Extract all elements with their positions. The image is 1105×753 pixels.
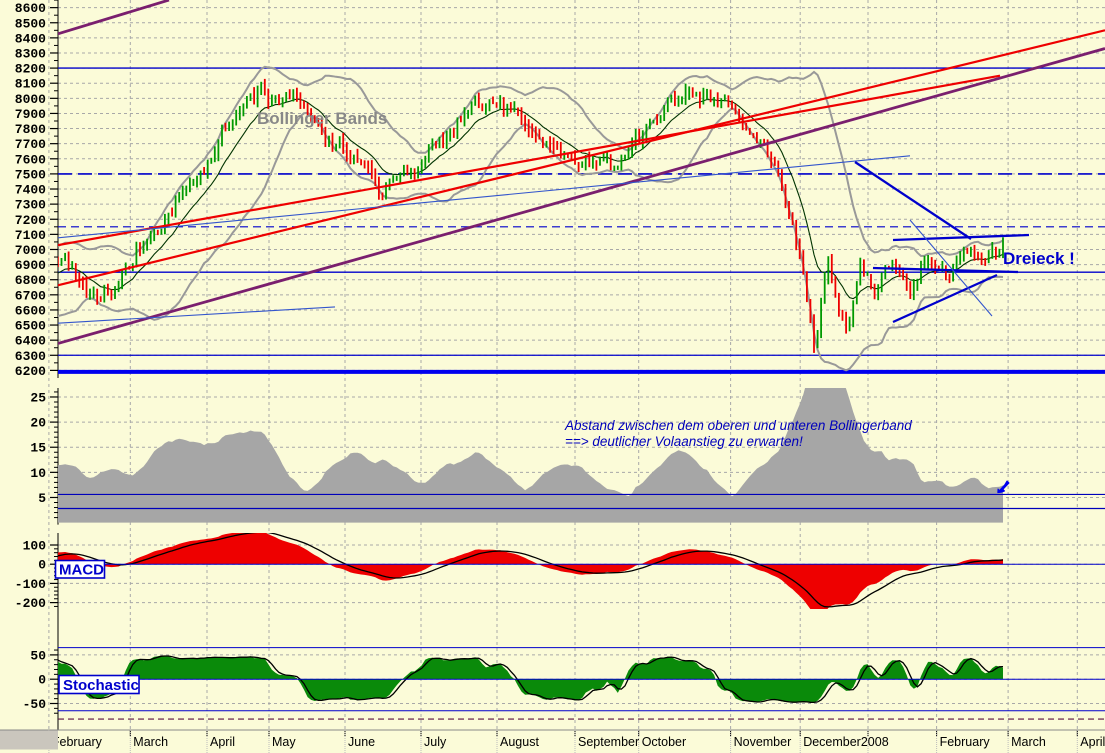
svg-text:15: 15	[30, 441, 46, 456]
svg-text:March: March	[133, 735, 168, 749]
svg-text:December2008: December2008	[803, 735, 889, 749]
svg-text:8200: 8200	[15, 62, 46, 77]
svg-text:6600: 6600	[15, 303, 46, 318]
svg-text:-200: -200	[15, 596, 46, 611]
svg-text:July: July	[424, 735, 447, 749]
svg-text:February: February	[940, 735, 991, 749]
svg-text:7500: 7500	[15, 167, 46, 182]
svg-text:7800: 7800	[15, 122, 46, 137]
svg-text:7400: 7400	[15, 183, 46, 198]
svg-text:6200: 6200	[15, 364, 46, 379]
svg-text:6500: 6500	[15, 319, 46, 334]
svg-text:6400: 6400	[15, 334, 46, 349]
svg-text:7000: 7000	[15, 243, 46, 258]
svg-text:-50: -50	[23, 697, 47, 712]
svg-text:0: 0	[38, 673, 46, 688]
svg-text:Bollinger Bands: Bollinger Bands	[257, 109, 387, 128]
svg-text:September: September	[578, 735, 639, 749]
svg-text:0: 0	[38, 558, 46, 573]
svg-text:-100: -100	[15, 577, 46, 592]
svg-text:7900: 7900	[15, 107, 46, 122]
svg-text:8500: 8500	[15, 16, 46, 31]
svg-text:8300: 8300	[15, 46, 46, 61]
svg-text:7600: 7600	[15, 152, 46, 167]
svg-text:6300: 6300	[15, 349, 46, 364]
svg-text:May: May	[272, 735, 296, 749]
svg-text:August: August	[500, 735, 539, 749]
svg-text:October: October	[642, 735, 686, 749]
svg-text:100: 100	[23, 539, 47, 554]
svg-text:MACD: MACD	[59, 562, 104, 579]
svg-text:25: 25	[30, 390, 46, 405]
svg-text:6700: 6700	[15, 288, 46, 303]
svg-text:8100: 8100	[15, 77, 46, 92]
svg-text:April: April	[1080, 735, 1105, 749]
svg-text:7700: 7700	[15, 137, 46, 152]
svg-text:20: 20	[30, 416, 46, 431]
svg-text:7100: 7100	[15, 228, 46, 243]
svg-text:November: November	[734, 735, 792, 749]
svg-text:6900: 6900	[15, 258, 46, 273]
svg-text:June: June	[348, 735, 375, 749]
svg-text:8600: 8600	[15, 1, 46, 16]
svg-text:February: February	[52, 735, 103, 749]
svg-text:7200: 7200	[15, 213, 46, 228]
svg-text:March: March	[1011, 735, 1046, 749]
svg-text:==> deutlicher Volaanstieg zu: ==> deutlicher Volaanstieg zu erwarten!	[565, 434, 803, 449]
svg-text:8000: 8000	[15, 92, 46, 107]
svg-text:5: 5	[38, 491, 46, 506]
svg-text:6800: 6800	[15, 273, 46, 288]
svg-text:50: 50	[30, 648, 46, 663]
svg-text:Dreieck !: Dreieck !	[1003, 249, 1075, 268]
svg-text:Stochastic: Stochastic	[63, 677, 139, 694]
svg-text:7300: 7300	[15, 198, 46, 213]
svg-text:Abstand zwischen dem oberen un: Abstand zwischen dem oberen und unteren …	[564, 418, 912, 433]
svg-text:10: 10	[30, 466, 46, 481]
svg-text:8400: 8400	[15, 31, 46, 46]
svg-text:April: April	[210, 735, 235, 749]
